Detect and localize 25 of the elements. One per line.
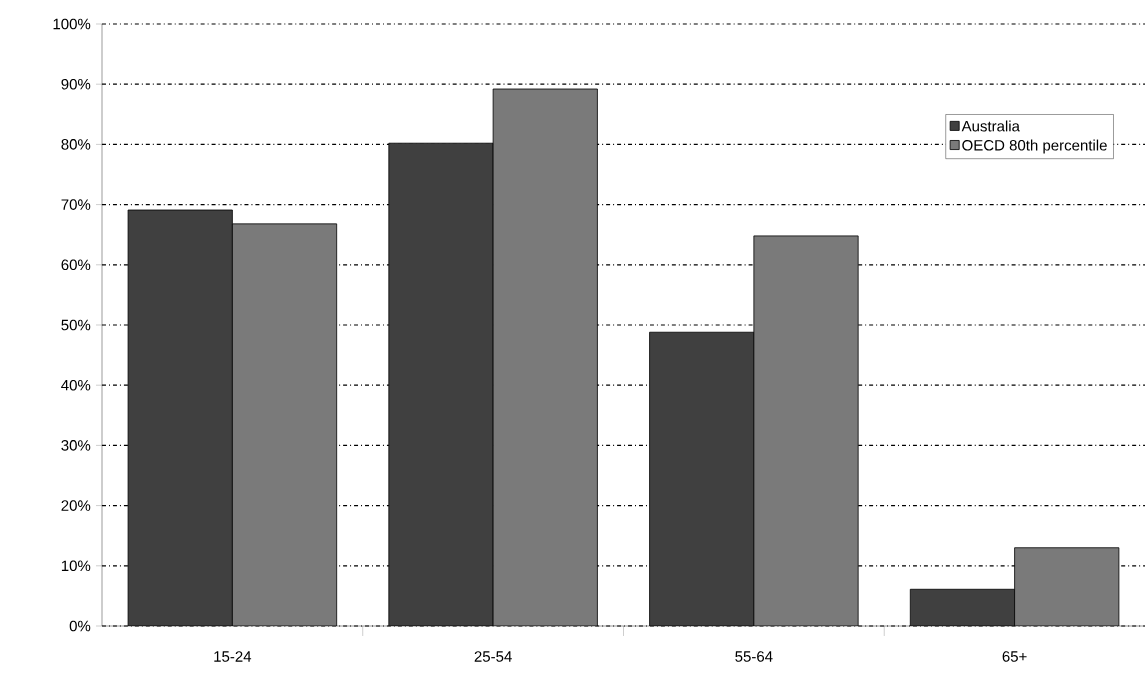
bar xyxy=(388,142,494,626)
y-tick-label: 90% xyxy=(61,78,91,90)
bar xyxy=(909,588,1016,626)
bar xyxy=(649,331,755,626)
y-tick-label: 20% xyxy=(61,500,91,511)
bar xyxy=(127,209,233,626)
y-tick-label: 0% xyxy=(69,620,91,632)
x-tick-label: 25-54 xyxy=(474,651,512,662)
y-tick-label: 70% xyxy=(61,199,91,210)
y-tick-label: 60% xyxy=(61,259,91,271)
bar xyxy=(492,88,598,626)
y-tick-label: 30% xyxy=(61,440,91,451)
y-tick-label: 100% xyxy=(53,18,91,30)
y-tick-label: 40% xyxy=(61,379,91,391)
bar xyxy=(231,223,338,626)
x-tick-label: 55-64 xyxy=(735,651,773,662)
y-tick-label: 10% xyxy=(61,560,91,572)
x-tick-label: 15-24 xyxy=(214,651,252,662)
y-tick-label: 80% xyxy=(61,139,91,150)
y-tick-label: 50% xyxy=(61,319,91,331)
x-tick-label: 65+ xyxy=(1002,651,1027,662)
bar xyxy=(1014,547,1120,626)
bar xyxy=(753,235,859,626)
legend-label: OECD 80th percentile xyxy=(962,139,1107,154)
legend-label: Australia xyxy=(961,120,1020,132)
